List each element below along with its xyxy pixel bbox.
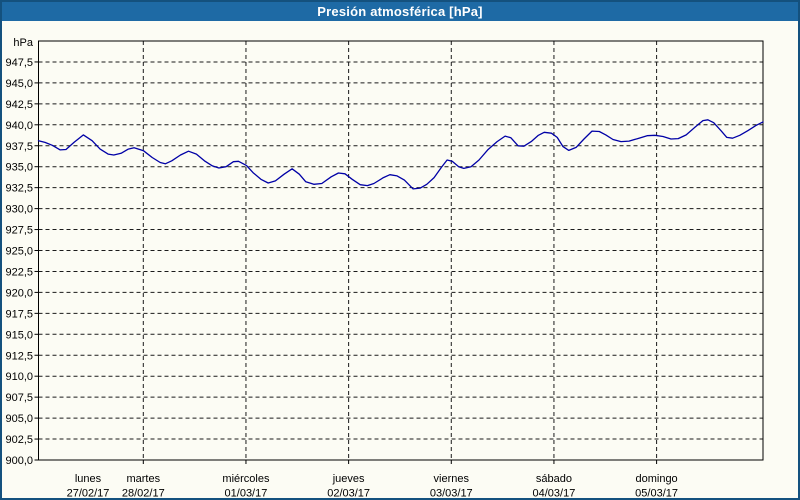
y-tick-label: 905,0 (5, 413, 33, 425)
x-day-label: domingo (635, 473, 677, 485)
y-tick-label: 942,5 (5, 99, 33, 111)
y-tick-label: 917,5 (5, 308, 33, 320)
y-tick-label: 947,5 (5, 57, 33, 69)
y-tick-label: 927,5 (5, 225, 33, 237)
y-tick-label: 907,5 (5, 392, 33, 404)
x-day-label: miércoles (222, 473, 270, 485)
x-date-label: 27/02/17 (67, 488, 110, 499)
y-tick-label: 925,0 (5, 246, 33, 258)
y-tick-label: 912,5 (5, 350, 33, 362)
x-day-label: lunes (75, 473, 102, 485)
y-tick-label: 922,5 (5, 266, 33, 278)
y-tick-label: 900,0 (5, 455, 33, 467)
y-tick-label: 915,0 (5, 329, 33, 341)
y-tick-label: 902,5 (5, 434, 33, 446)
y-tick-label: 920,0 (5, 287, 33, 299)
x-day-label: viernes (434, 473, 470, 485)
y-tick-label: 932,5 (5, 183, 33, 195)
y-tick-label: 935,0 (5, 162, 33, 174)
x-date-label: 03/03/17 (430, 488, 473, 499)
x-day-label: sábado (536, 473, 572, 485)
x-date-label: 05/03/17 (635, 488, 678, 499)
x-date-label: 01/03/17 (225, 488, 268, 499)
y-tick-label: 937,5 (5, 141, 33, 153)
y-tick-label: 910,0 (5, 371, 33, 383)
y-axis-unit-label: hPa (13, 37, 33, 49)
x-date-label: 04/03/17 (533, 488, 576, 499)
plot-border (38, 40, 764, 461)
pressure-series-line (37, 119, 764, 190)
chart-title: Presión atmosférica [hPa] (317, 4, 483, 19)
x-day-label: jueves (332, 473, 365, 485)
y-tick-label: 930,0 (5, 204, 33, 216)
title-bar: Presión atmosférica [hPa] (2, 2, 798, 21)
x-date-label: 28/02/17 (122, 488, 165, 499)
y-tick-label: 945,0 (5, 78, 33, 90)
x-day-label: martes (126, 473, 160, 485)
x-date-label: 02/03/17 (327, 488, 370, 499)
y-tick-label: 940,0 (5, 120, 33, 132)
